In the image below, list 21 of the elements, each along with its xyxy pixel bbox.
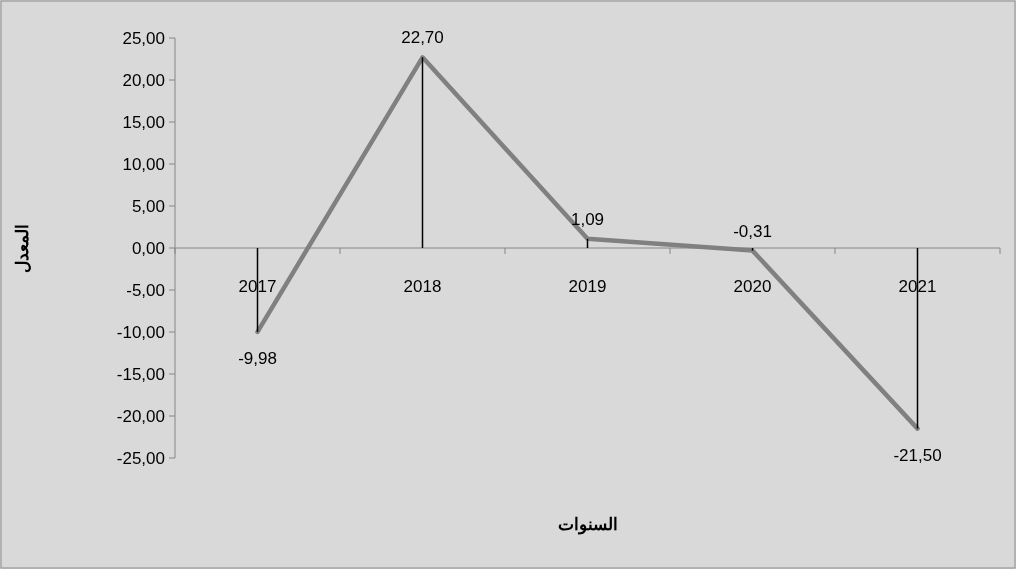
y-tick-label: -25,00 [116,449,165,468]
data-label: -9,98 [238,348,277,368]
y-tick-label: -5,00 [126,281,165,300]
y-tick-label: 0,00 [131,239,165,258]
data-label: -0,31 [733,221,772,241]
y-tick-label: -20,00 [116,407,165,426]
data-label: 22,70 [401,28,444,48]
y-tick-label: -10,00 [116,323,165,342]
y-tick-label: -15,00 [116,365,165,384]
y-tick-label: 20,00 [122,71,165,90]
y-axis-title: المعدل [13,223,32,273]
data-label: -21,50 [893,445,942,465]
y-tick-label: 5,00 [131,197,165,216]
x-tick-label: 2019 [568,277,607,296]
x-tick-label: 2018 [403,277,442,296]
y-tick-label: 10,00 [122,155,165,174]
data-label: 1,09 [570,209,605,229]
x-tick-label: 2020 [733,277,772,296]
y-tick-label: 15,00 [122,113,165,132]
y-tick-label: 25,00 [122,29,165,48]
x-axis-title: السنوات [557,515,618,535]
